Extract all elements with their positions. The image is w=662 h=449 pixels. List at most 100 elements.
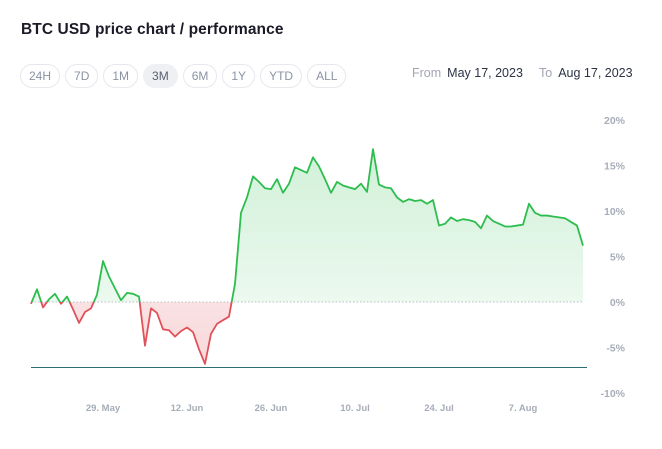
data-point: [293, 166, 296, 169]
data-point: [425, 202, 428, 205]
data-point: [119, 299, 122, 302]
data-point: [377, 183, 380, 186]
data-point: [281, 191, 284, 194]
date-to[interactable]: To Aug 17, 2023: [539, 66, 633, 80]
data-point: [227, 315, 230, 318]
data-point: [233, 282, 236, 285]
tab-1m[interactable]: 1M: [103, 64, 139, 88]
y-tick-label: 0%: [610, 297, 626, 309]
tab-1y[interactable]: 1Y: [222, 64, 256, 88]
data-point: [125, 291, 128, 294]
data-point: [197, 348, 200, 351]
data-point: [419, 198, 422, 201]
data-point: [29, 302, 32, 305]
data-point: [245, 196, 248, 199]
y-tick-label: 15%: [604, 161, 626, 173]
data-point: [263, 187, 266, 190]
data-point: [443, 222, 446, 225]
data-point: [179, 330, 182, 333]
data-point: [467, 219, 470, 222]
data-point: [191, 330, 194, 333]
data-point: [395, 196, 398, 199]
data-point: [53, 292, 56, 295]
tab-24h[interactable]: 24H: [20, 64, 61, 88]
data-point: [485, 214, 488, 217]
data-point: [221, 319, 224, 322]
data-point: [539, 214, 542, 217]
data-point: [95, 293, 98, 296]
data-point: [371, 148, 374, 151]
data-point: [209, 332, 212, 335]
data-point: [137, 295, 140, 298]
data-point: [557, 216, 560, 219]
data-point: [329, 191, 332, 194]
data-point: [149, 307, 152, 310]
date-from-label: From: [412, 66, 442, 80]
data-point: [203, 362, 206, 365]
data-point: [113, 287, 116, 290]
y-tick-label: 5%: [610, 252, 626, 264]
series-line-positive: [30, 148, 584, 302]
data-point: [275, 178, 278, 181]
date-from[interactable]: From May 17, 2023: [412, 66, 523, 80]
data-point: [83, 310, 86, 313]
data-point: [311, 156, 314, 159]
x-tick-label: 24. Jul: [424, 403, 454, 414]
x-tick-label: 10. Jul: [340, 403, 370, 414]
time-range-tabs: 24H 7D 1M 3M 6M 1Y YTD ALL: [20, 64, 347, 88]
data-point: [563, 217, 566, 220]
data-point: [287, 182, 290, 185]
data-point: [35, 288, 38, 291]
tab-3m[interactable]: 3M: [143, 64, 178, 88]
data-point: [449, 216, 452, 219]
data-point: [161, 328, 164, 331]
data-point: [581, 244, 584, 247]
x-tick-label: 29. May: [86, 403, 121, 414]
y-tick-label: 10%: [604, 206, 626, 218]
data-point: [77, 321, 80, 324]
data-point: [473, 220, 476, 223]
data-point: [323, 178, 326, 181]
x-tick-label: 12. Jun: [171, 403, 204, 414]
data-point: [47, 298, 50, 301]
data-point: [389, 187, 392, 190]
data-point: [575, 224, 578, 227]
data-point: [383, 186, 386, 189]
data-point: [431, 198, 434, 201]
data-point: [71, 308, 74, 311]
data-point: [89, 307, 92, 310]
data-point: [251, 175, 254, 178]
data-point: [497, 222, 500, 225]
data-point: [359, 182, 362, 185]
data-point: [185, 326, 188, 329]
data-point: [413, 199, 416, 202]
tab-ytd[interactable]: YTD: [260, 64, 303, 88]
data-point: [515, 224, 518, 227]
data-point: [131, 292, 134, 295]
data-point: [41, 306, 44, 309]
data-point: [143, 344, 146, 347]
data-point: [533, 211, 536, 214]
tab-all[interactable]: ALL: [307, 64, 347, 88]
data-point: [353, 188, 356, 191]
data-point: [347, 186, 350, 189]
data-point: [269, 188, 272, 191]
data-point: [107, 275, 110, 278]
date-from-value: May 17, 2023: [447, 66, 523, 80]
page-title: BTC USD price chart / performance: [21, 21, 284, 38]
data-point: [437, 224, 440, 227]
data-point: [509, 225, 512, 228]
data-point: [239, 211, 242, 214]
data-point: [461, 218, 464, 221]
data-point: [551, 215, 554, 218]
data-point: [455, 219, 458, 222]
data-point: [65, 295, 68, 298]
tab-7d[interactable]: 7D: [65, 64, 99, 88]
data-point: [335, 180, 338, 183]
data-point: [407, 198, 410, 201]
data-point: [527, 202, 530, 205]
data-point: [503, 225, 506, 228]
area-negative: [31, 302, 583, 364]
tab-6m[interactable]: 6M: [182, 64, 218, 88]
